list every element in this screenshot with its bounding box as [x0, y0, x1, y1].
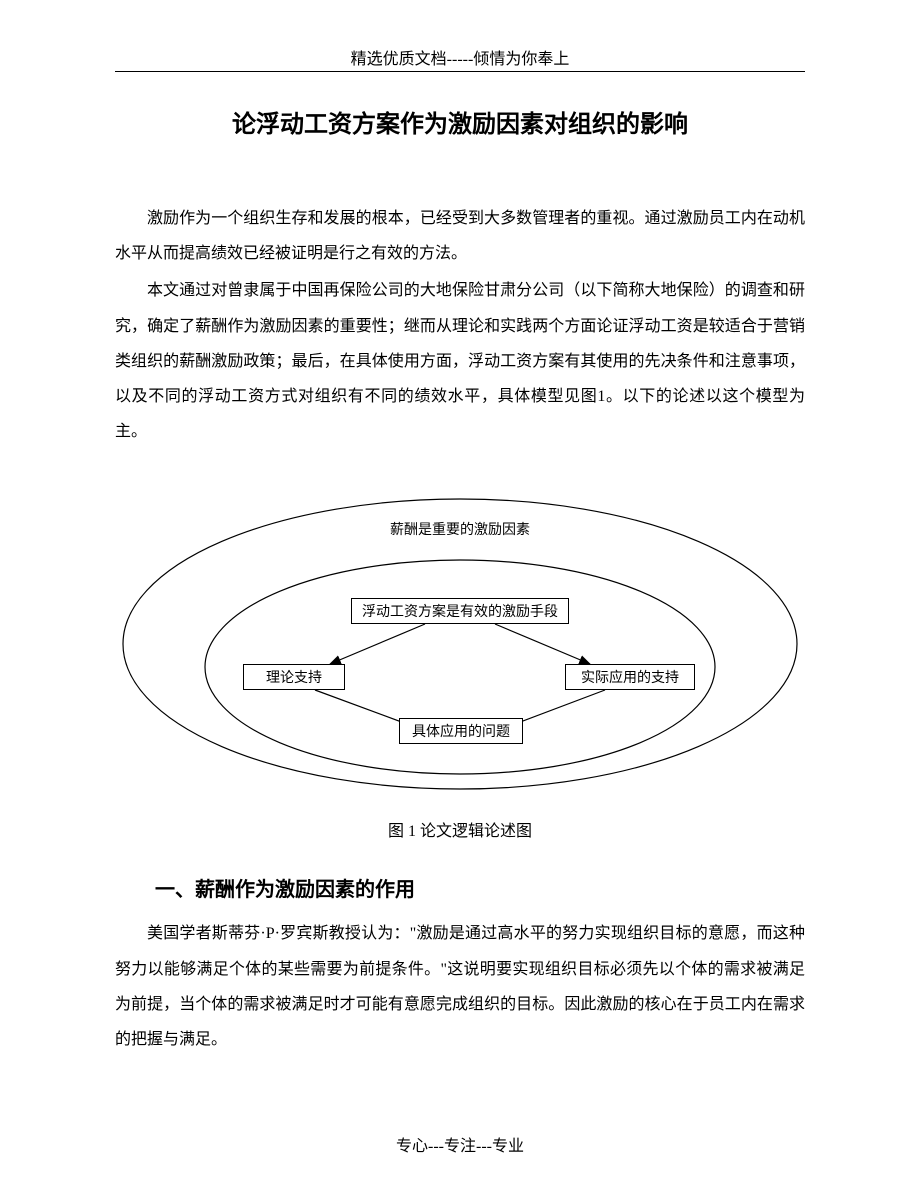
figure-caption: 图 1 论文逻辑论述图: [115, 817, 805, 841]
intro-paragraph-2: 本文通过对曾隶属于中国再保险公司的大地保险甘肃分公司（以下简称大地保险）的调查和…: [115, 273, 805, 449]
node-bottom: 具体应用的问题: [399, 718, 523, 744]
node-right: 实际应用的支持: [565, 664, 695, 690]
outer-ellipse-label: 薪酬是重要的激励因素: [390, 519, 530, 539]
node-left: 理论支持: [243, 664, 345, 690]
page-header: 精选优质文档-----倾情为你奉上: [115, 45, 805, 72]
section-paragraph-1: 美国学者斯蒂芬·P·罗宾斯教授认为："激励是通过高水平的努力实现组织目标的意愿，…: [115, 916, 805, 1057]
intro-paragraph-1: 激励作为一个组织生存和发展的根本，已经受到大多数管理者的重视。通过激励员工内在动…: [115, 201, 805, 271]
node-top: 浮动工资方案是有效的激励手段: [351, 598, 569, 624]
logic-diagram: 薪酬是重要的激励因素 浮动工资方案是有效的激励手段 理论支持 实际应用的支持 具…: [115, 489, 805, 799]
document-title: 论浮动工资方案作为激励因素对组织的影响: [115, 104, 805, 139]
section-heading-1: 一、薪酬作为激励因素的作用: [115, 873, 805, 902]
page-footer: 专心---专注---专业: [396, 1132, 524, 1156]
